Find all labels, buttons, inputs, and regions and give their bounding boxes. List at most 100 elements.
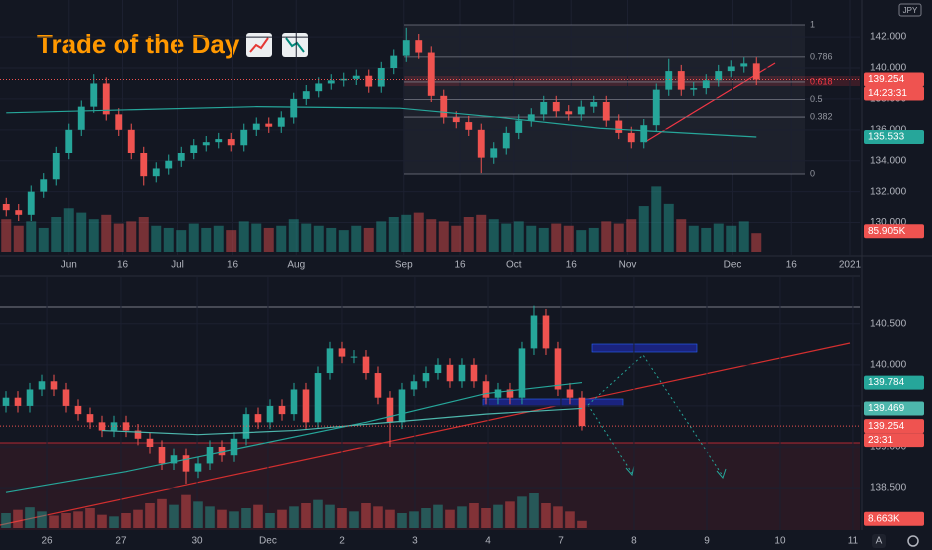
volume-bar — [301, 223, 312, 252]
volume-bar — [426, 219, 437, 252]
candle-body — [542, 315, 550, 349]
volume-bar — [226, 230, 237, 252]
price-tag — [864, 224, 924, 239]
candle-body — [14, 397, 22, 406]
price-tag — [864, 401, 924, 416]
projection-arrow — [587, 354, 724, 477]
volume-bar — [577, 520, 587, 528]
resistance-zone — [404, 76, 860, 86]
volume-bar — [313, 225, 324, 252]
candle-body — [26, 389, 34, 406]
candle-body — [490, 148, 498, 158]
volume-bar — [338, 230, 349, 252]
candle-body — [215, 139, 223, 143]
volume-bar — [501, 223, 512, 252]
candle-body — [190, 145, 198, 153]
y-tick-label: 136.000 — [870, 124, 907, 135]
y-tick-label: 134.000 — [870, 155, 907, 166]
price-tag — [864, 86, 924, 101]
candle-body — [146, 438, 154, 448]
candle-body — [602, 102, 610, 121]
volume-bar — [25, 507, 35, 528]
candle-body — [38, 381, 46, 390]
volume-bar — [373, 506, 383, 528]
x-tick-label: Dec — [259, 536, 277, 547]
settings-icon[interactable] — [907, 535, 919, 547]
candle-body — [540, 102, 548, 115]
volume-bar — [421, 508, 431, 528]
fib-level-label: 0 — [810, 168, 815, 178]
volume-bar — [38, 227, 49, 252]
auto-scale-label[interactable]: A — [876, 536, 883, 547]
volume-bar — [13, 225, 24, 252]
volume-bar — [276, 225, 287, 252]
candle-body — [2, 397, 10, 406]
volume-bar — [563, 225, 574, 252]
price-tag — [864, 433, 924, 448]
volume-bar — [73, 511, 83, 528]
volume-bar — [49, 515, 59, 528]
volume-bar — [76, 212, 87, 252]
volume-bar — [476, 214, 487, 252]
pane — [0, 277, 860, 530]
candle-body — [314, 373, 322, 423]
candle-body — [206, 447, 214, 464]
volume-bar — [101, 214, 112, 252]
candle-body — [110, 422, 118, 431]
volume-bar — [385, 509, 395, 528]
y-tick-label: 140.500 — [870, 318, 907, 329]
volume-bar — [613, 223, 624, 252]
volume-bar — [376, 221, 387, 252]
volume-bar — [463, 217, 474, 252]
candle-body — [402, 40, 410, 56]
candle-body — [494, 389, 502, 398]
y-tick-label: 142.000 — [870, 32, 907, 43]
candle-body — [452, 117, 460, 123]
volume-bar — [451, 225, 462, 252]
volume-bar — [88, 219, 99, 252]
candle-body — [90, 83, 98, 107]
candle-body — [134, 430, 142, 439]
candle-body — [398, 389, 406, 423]
x-tick-label: 7 — [558, 536, 564, 547]
moving-average — [6, 106, 757, 138]
candle-body — [218, 447, 226, 456]
volume-bar — [401, 214, 412, 252]
volume-bar — [1, 513, 11, 528]
volume-bar — [726, 225, 737, 252]
volume-bar — [277, 509, 287, 528]
candle-body — [502, 132, 510, 149]
x-tick-label: 16 — [454, 260, 466, 271]
volume-bar — [713, 223, 724, 252]
candle-body — [565, 111, 573, 115]
currency: JPY — [903, 6, 918, 15]
volume-bar — [538, 227, 549, 252]
volume-bar — [469, 503, 479, 528]
auto-scale-button[interactable] — [872, 534, 886, 548]
volume-bar — [133, 509, 143, 528]
candle-body — [140, 153, 148, 177]
candle-body — [158, 447, 166, 464]
candle-body — [386, 397, 394, 423]
volume-bar — [493, 504, 503, 528]
y-tick-label: 132.000 — [870, 186, 907, 197]
candle-body — [627, 132, 635, 143]
candle-body — [440, 95, 448, 118]
projection-arrow — [587, 404, 633, 474]
candle-body — [362, 356, 370, 374]
volume-bar — [181, 494, 191, 528]
x-tick-label: Jul — [171, 260, 184, 271]
fib-level-label: 0.786 — [810, 51, 833, 61]
candle-body — [518, 348, 526, 398]
x-tick-label: 26 — [41, 536, 53, 547]
volume-bar — [433, 504, 443, 528]
candle-body — [350, 356, 358, 358]
candle-body — [227, 139, 235, 146]
y-tick-label: 140.000 — [870, 359, 907, 370]
x-tick-label: 27 — [115, 536, 127, 547]
volume-bar — [438, 221, 449, 252]
candle-body — [265, 123, 273, 127]
volume-bar — [526, 225, 537, 252]
candle-body — [194, 463, 202, 472]
